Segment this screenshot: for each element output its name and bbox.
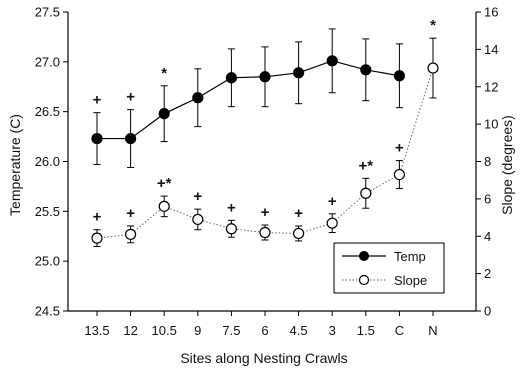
slope-point — [91, 232, 103, 244]
x-tick-label: 1.5 — [357, 323, 375, 338]
temp-series-group — [91, 28, 405, 168]
temp-point — [393, 70, 405, 82]
significance-markers-group: + +*+ ++*++ + +++*+* — [93, 17, 436, 226]
temp-point — [158, 108, 170, 120]
temp-point — [225, 72, 237, 84]
x-tick-label: 10.5 — [152, 323, 177, 338]
temp-point — [192, 92, 204, 104]
y-tick-label-right: 14 — [484, 42, 498, 57]
temp-point — [360, 64, 372, 76]
x-tick-label: 7.5 — [222, 323, 240, 338]
slope-significance-marker: + — [261, 204, 270, 221]
slope-significance-marker: + — [227, 199, 236, 216]
y-tick-label-right: 12 — [484, 79, 498, 94]
slope-point — [158, 200, 170, 212]
y-tick-label-right: 16 — [484, 5, 498, 20]
x-tick-label: C — [395, 323, 404, 338]
legend-slope-label: Slope — [394, 273, 427, 288]
y-tick-label-left: 26.0 — [35, 154, 60, 169]
temp-line — [97, 60, 400, 140]
y-tick-label-left: 27.5 — [35, 5, 60, 20]
y-tick-label-right: 2 — [484, 266, 491, 281]
axes-group: 24.5 25.0 25.5 26.0 26.5 27.0 27.5 0 2 4 6 8 10 12 14 1… — [35, 5, 499, 339]
x-tick-label: N — [428, 323, 437, 338]
slope-point — [326, 217, 338, 229]
temp-point — [293, 67, 305, 79]
y-tick-label-left: 27.0 — [35, 54, 60, 69]
slope-point — [427, 62, 439, 74]
slope-significance-marker: + — [328, 193, 337, 210]
slope-point — [192, 213, 204, 226]
x-tick-label: 4.5 — [290, 323, 308, 338]
x-tick-label: 3 — [329, 323, 336, 338]
legend-box — [333, 242, 445, 294]
x-tick-label: 9 — [194, 323, 201, 338]
slope-significance-marker: + — [294, 205, 303, 222]
slope-significance-marker: +* — [358, 157, 373, 174]
slope-significance-marker: + — [193, 188, 202, 205]
slope-significance-marker: +* — [157, 175, 172, 192]
slope-point — [360, 187, 372, 199]
y-tick-label-right: 8 — [484, 154, 491, 169]
slope-series-group — [91, 37, 439, 248]
x-tick-label: 13.5 — [84, 323, 109, 338]
temp-point — [326, 55, 338, 67]
x-tick-label: 6 — [261, 323, 268, 338]
slope-point — [225, 223, 237, 235]
y-tick-label-right: 0 — [484, 304, 491, 319]
x-axis-title: Sites along Nesting Crawls — [180, 350, 347, 366]
y-tick-label-right: 10 — [484, 117, 498, 132]
slope-point — [393, 168, 405, 181]
slope-point — [293, 227, 305, 240]
legend-temp-marker — [359, 251, 369, 261]
y-tick-label-left: 25.5 — [35, 204, 60, 219]
slope-point — [259, 226, 271, 239]
slope-significance-marker: + — [395, 140, 404, 157]
temp-significance-marker: + — [93, 92, 102, 109]
legend-slope-marker — [358, 274, 370, 286]
x-tick-label: 12 — [123, 323, 137, 338]
temp-point — [125, 132, 137, 145]
slope-point — [125, 228, 137, 240]
y-tick-label-left: 25.0 — [35, 254, 60, 269]
y-axis-right-title: Slope (degrees) — [499, 115, 515, 215]
slope-significance-marker: * — [430, 17, 436, 34]
y-tick-label-left: 26.5 — [35, 104, 60, 119]
temp-significance-marker: + — [126, 89, 135, 106]
legend: Temp Slope — [333, 242, 445, 294]
y-tick-label-right: 4 — [484, 229, 491, 244]
legend-temp-label: Temp — [394, 249, 426, 264]
temp-point — [91, 132, 103, 145]
y-axis-left-title: Temperature (C) — [7, 114, 23, 216]
y-tick-label-left: 24.5 — [35, 304, 60, 319]
slope-significance-marker: + — [93, 209, 102, 226]
temp-point — [259, 71, 271, 83]
temp-significance-marker: * — [161, 65, 167, 82]
y-tick-label-right: 6 — [484, 191, 491, 206]
slope-significance-marker: + — [126, 205, 135, 222]
